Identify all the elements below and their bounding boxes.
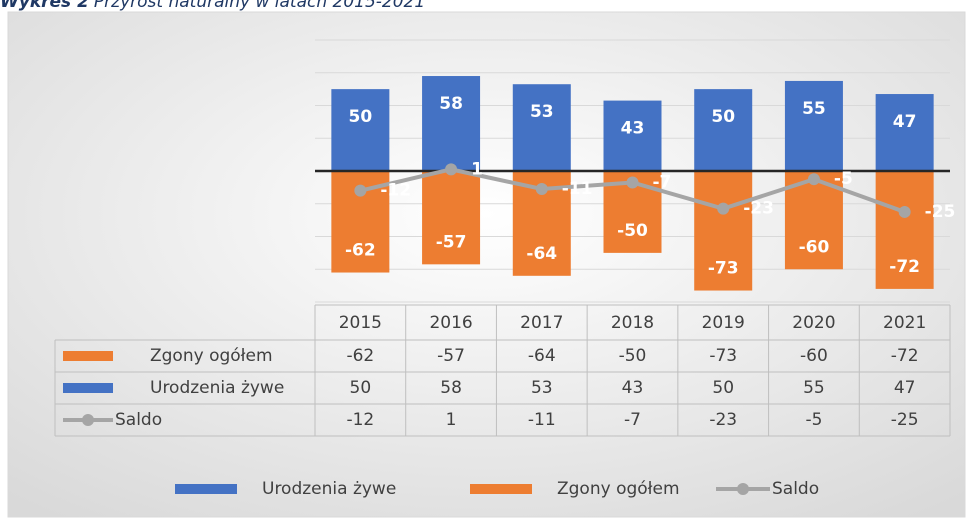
- data-label: 58: [439, 94, 463, 114]
- table-cell: 58: [440, 378, 462, 398]
- table-cell: -73: [709, 346, 737, 366]
- x-tick-label: 2021: [883, 313, 926, 333]
- line-marker: [807, 173, 820, 186]
- table-cell: -11: [528, 410, 556, 430]
- line-marker: [898, 205, 911, 218]
- table-cell: 50: [350, 378, 372, 398]
- table-cell: 43: [622, 378, 644, 398]
- x-tick-label: 2020: [792, 313, 835, 333]
- data-label: -12: [380, 181, 411, 201]
- table-cell: -60: [800, 346, 828, 366]
- x-tick-label: 2018: [611, 313, 654, 333]
- table-cell: -57: [437, 346, 465, 366]
- table-cell: -7: [624, 410, 641, 430]
- bar: [875, 94, 934, 171]
- legend-key-marker: [737, 483, 749, 495]
- x-tick-label: 2015: [339, 313, 382, 333]
- line-marker: [445, 163, 458, 176]
- chart-title: Wykres 2 Przyrost naturalny w latach 2015…: [0, 0, 425, 12]
- line-marker: [354, 184, 367, 197]
- bar: [875, 171, 934, 289]
- table-row-label: Saldo: [115, 410, 162, 430]
- bar: [422, 76, 481, 171]
- data-label: 53: [530, 102, 554, 122]
- line-marker: [626, 176, 639, 189]
- legend-key-marker: [82, 414, 94, 426]
- data-label: -64: [526, 244, 557, 264]
- data-label: 55: [802, 99, 826, 119]
- data-label: -73: [708, 259, 739, 279]
- table-cell: 1: [446, 410, 457, 430]
- bar: [603, 100, 662, 171]
- data-label: 47: [893, 112, 917, 132]
- legend-label: Urodzenia żywe: [262, 479, 396, 499]
- line-marker: [717, 202, 730, 215]
- legend-label: Zgony ogółem: [557, 479, 680, 499]
- legend-key: [470, 484, 532, 494]
- bar: [694, 171, 753, 291]
- table-cell: -50: [619, 346, 647, 366]
- bar: [512, 84, 571, 171]
- data-label: 1: [471, 159, 483, 179]
- table-row-label: Urodzenia żywe: [150, 378, 284, 398]
- table-cell: -72: [891, 346, 919, 366]
- table-cell: -5: [805, 410, 822, 430]
- table-cell: 47: [894, 378, 916, 398]
- title-text: Przyrost naturalny w latach 2015-2021: [94, 0, 425, 12]
- table-cell: 53: [531, 378, 553, 398]
- bar: [694, 89, 753, 171]
- data-label: -60: [799, 237, 830, 257]
- title-label: Wykres 2: [0, 0, 89, 12]
- data-label: -7: [653, 172, 672, 192]
- legend-label: Saldo: [772, 479, 819, 499]
- data-label: 43: [621, 119, 645, 139]
- table-cell: -62: [346, 346, 374, 366]
- table-cell: -23: [709, 410, 737, 430]
- table-cell: -64: [528, 346, 556, 366]
- table-cell: 55: [803, 378, 825, 398]
- x-tick-label: 2016: [429, 313, 472, 333]
- data-label: -57: [436, 232, 467, 252]
- legend-key: [175, 484, 237, 494]
- table-row-label: Zgony ogółem: [150, 346, 273, 366]
- data-label: -5: [834, 169, 853, 189]
- legend-key: [63, 383, 113, 393]
- line-marker: [535, 183, 548, 196]
- legend-key: [63, 351, 113, 361]
- table-cell: 50: [712, 378, 734, 398]
- data-label: 50: [349, 107, 373, 127]
- data-label: -62: [345, 241, 376, 261]
- data-label: -50: [617, 221, 648, 241]
- table-cell: -25: [891, 410, 919, 430]
- data-label: -23: [743, 199, 774, 219]
- data-label: -25: [925, 202, 956, 222]
- x-tick-label: 2019: [702, 313, 745, 333]
- table-cell: -12: [346, 410, 374, 430]
- data-label: -72: [889, 257, 920, 277]
- data-label: -11: [562, 179, 593, 199]
- x-tick-label: 2017: [520, 313, 563, 333]
- bar: [331, 89, 390, 171]
- bar: [422, 171, 481, 265]
- bar: [784, 80, 843, 171]
- data-label: 50: [711, 107, 735, 127]
